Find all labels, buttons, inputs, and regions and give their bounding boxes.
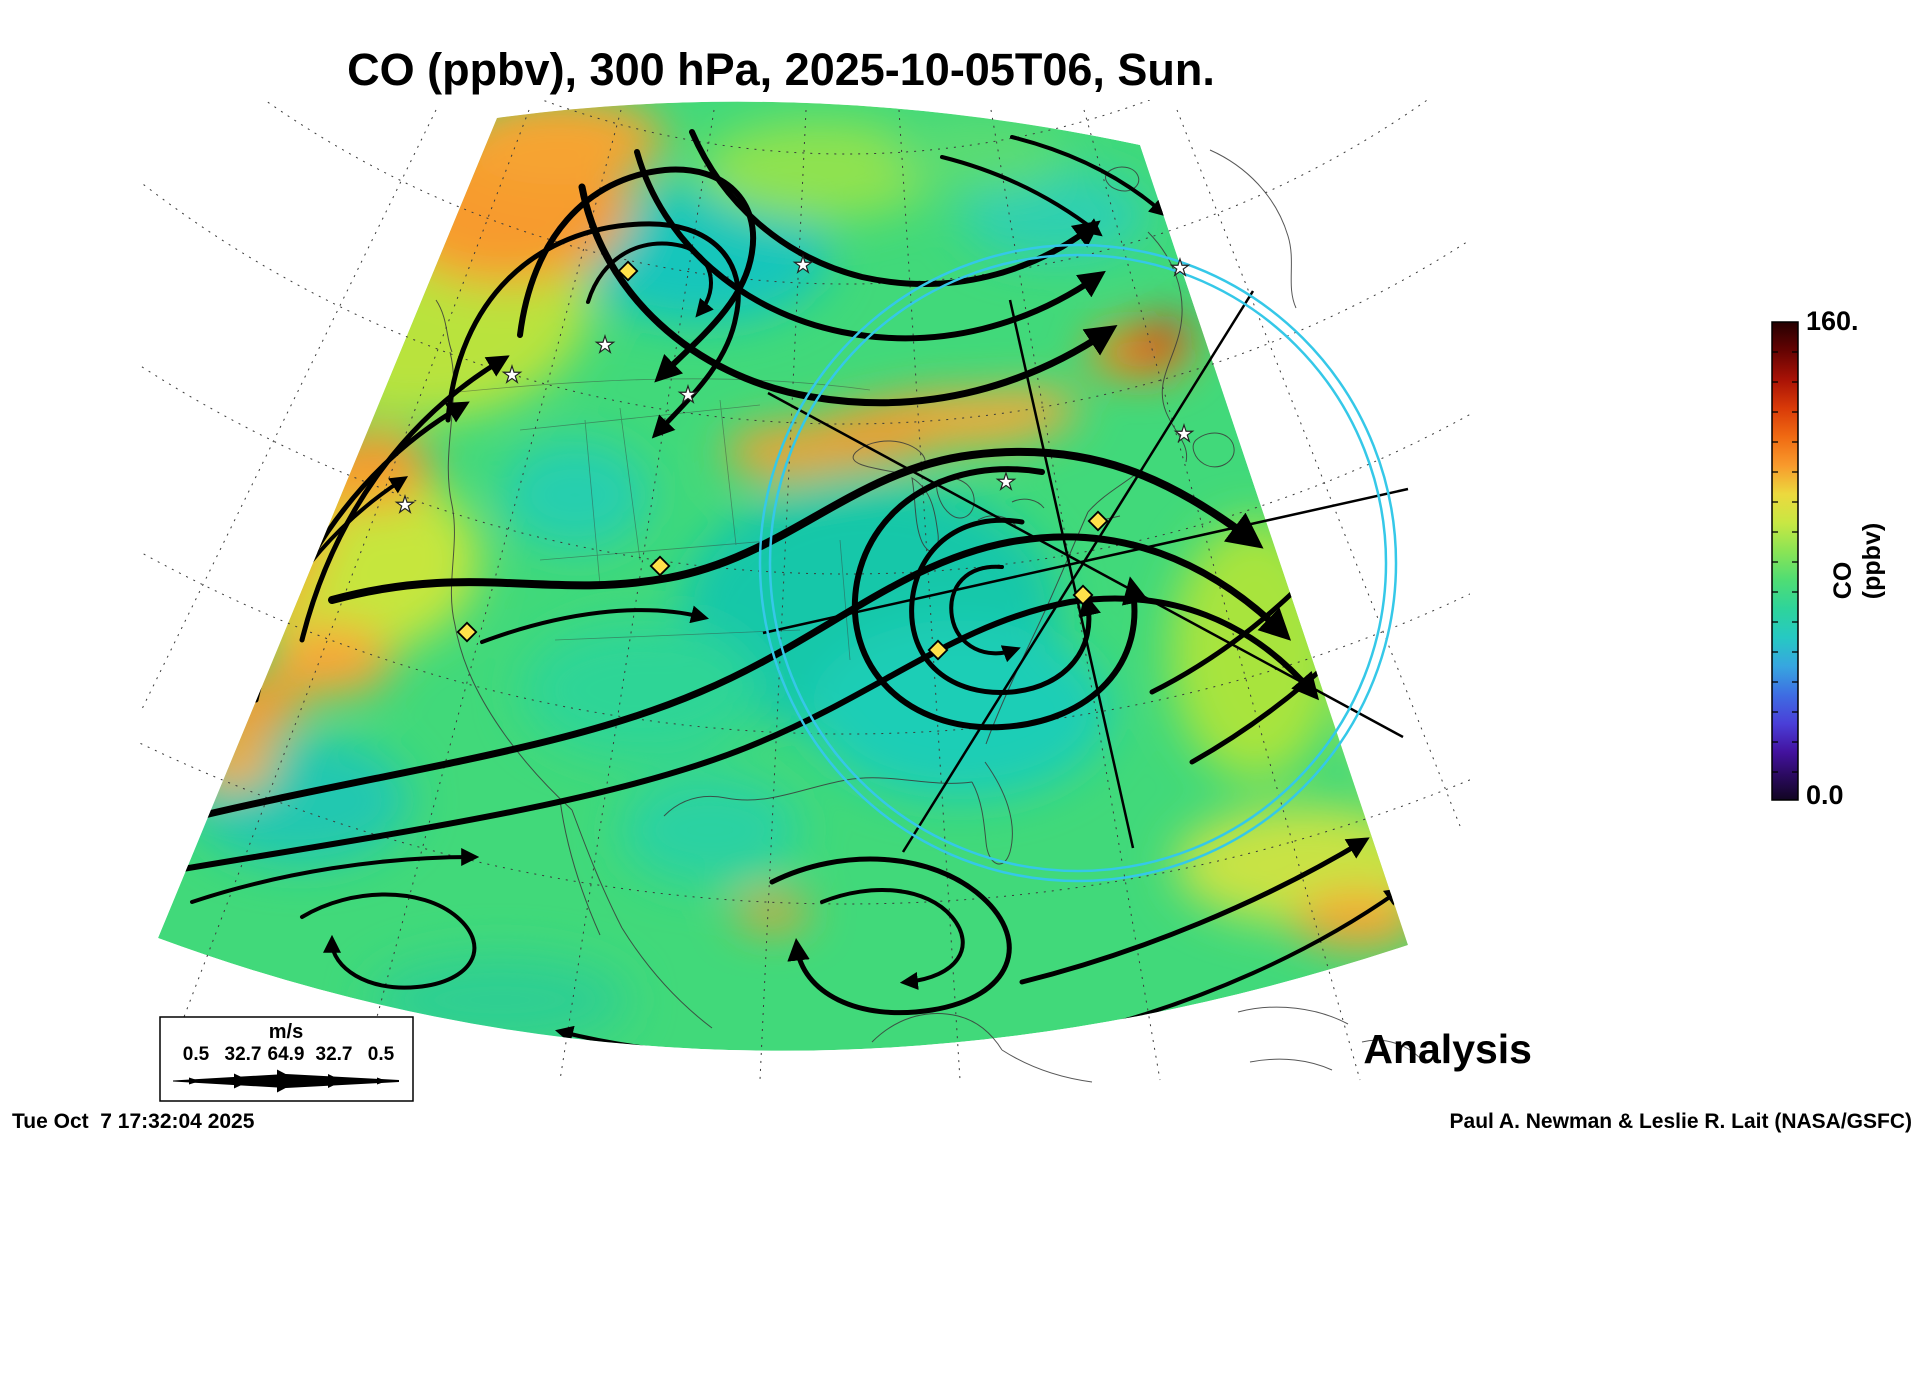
great-circle-line [762,487,1409,635]
streamline [190,848,480,904]
field-blob [890,120,1070,190]
wind-arrow-icon [189,1077,200,1085]
streamline [769,856,1012,1016]
streamline [1010,135,1168,217]
wind-arrow-icon [377,1077,387,1085]
streamline [1019,837,1370,985]
wind-arrow-icon [328,1074,343,1088]
streamline [634,149,1106,342]
streamline [328,447,1264,604]
field-blob [1143,318,1191,346]
analysis-label: Analysis [1363,1026,1532,1072]
streamline [586,241,714,318]
wind-legend-value: 64.9 [267,1044,305,1065]
field-blob [520,620,760,760]
wind-legend-value: 32.7 [315,1044,353,1065]
great-circle-line [1008,299,1135,849]
field-blob [268,624,392,696]
range-circle [758,243,1398,883]
streamline [909,517,1101,695]
great-circle-line [901,290,1255,853]
field-blob [620,775,800,885]
wind-legend-value: 0.5 [182,1044,210,1065]
coastlines [435,149,1421,1083]
streamline [851,466,1149,731]
streamline [480,605,709,644]
field-blob [810,620,1110,800]
co-concentration-field [158,101,1408,1051]
colorbar-gradient [1771,321,1799,801]
wind-arrow-icon [234,1073,250,1089]
field-blob [960,170,1150,260]
field-blob [1170,520,1340,780]
range-circle-inner [768,253,1388,873]
streamline [299,355,510,643]
field-blob [910,389,1080,447]
field-blob [190,735,410,865]
field-blob [202,676,302,736]
wind-legend-value: 0.5 [367,1044,395,1065]
field-blob [455,101,665,185]
streamline [555,1025,904,1051]
streamline [300,892,477,990]
range-circle-outer [758,243,1398,883]
timestamp: Tue Oct 7 17:32:04 2025 [12,1110,255,1133]
colorbar-min-label: 0.0 [1806,780,1844,810]
streamline [445,221,741,439]
colorbar-axis-label: CO (ppbv) [1829,522,1886,600]
streamline [162,595,1320,875]
field-blob [190,736,274,788]
great-circle-lines [762,290,1409,853]
field-blob [725,426,845,478]
field-blob [1357,635,1408,775]
field-blob [734,896,810,928]
wind-legend-units: m/s [268,1021,304,1043]
plot-title: CO (ppbv), 300 hPa, 2025-10-05T06, Sun. [347,44,1215,95]
wind-arrow-icon [277,1069,299,1093]
field-blob [700,120,940,220]
streamline [689,129,1101,287]
wind-legend-value: 32.7 [224,1044,262,1065]
credit: Paul A. Newman & Leslie R. Lait (NASA/GS… [1449,1110,1912,1133]
streamline [940,155,1103,237]
streamline [820,888,965,990]
streamline [949,564,1021,663]
colorbar [1771,321,1799,801]
colorbar-ticks [1772,351,1798,773]
colorbar-max-label: 160. [1806,306,1859,336]
great-circle-line [767,391,1404,739]
wind-speed-legend [159,1016,414,1102]
field-blob [500,440,650,550]
